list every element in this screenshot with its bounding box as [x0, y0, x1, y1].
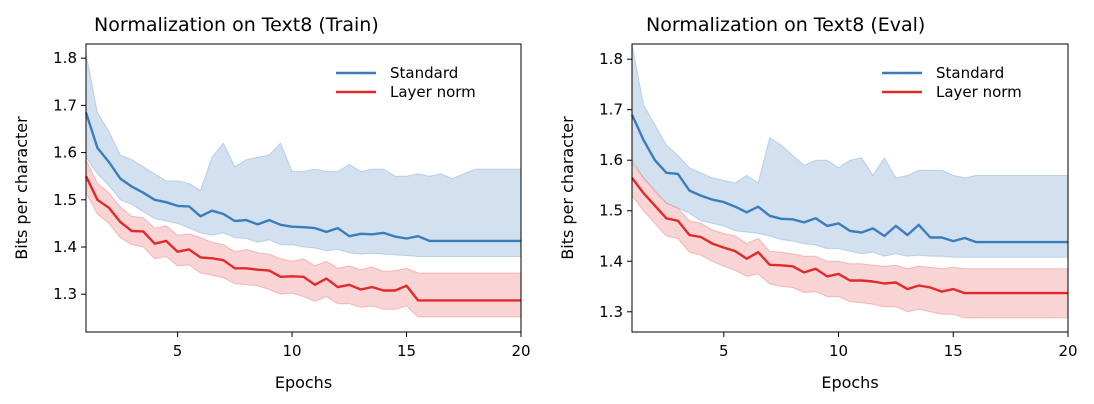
legend-label: Layer norm [936, 83, 1022, 101]
legend-label: Layer norm [390, 83, 476, 101]
x-tick-label: 5 [173, 342, 183, 360]
legend-label: Standard [936, 64, 1004, 82]
x-axis-label: Epochs [275, 373, 332, 392]
y-tick-label: 1.7 [53, 96, 77, 114]
series-line-layer-norm [84, 175, 521, 302]
y-tick-label: 1.5 [53, 191, 77, 209]
x-tick-label: 15 [944, 342, 963, 360]
chart-title: Normalization on Text8 (Eval) [646, 14, 925, 36]
x-tick-label: 20 [511, 342, 530, 360]
y-axis-label: Bits per character [558, 116, 577, 260]
y-tick-label: 1.8 [599, 50, 623, 68]
chart-panel-eval: Normalization on Text8 (Eval) 5 10 15 20 1.3 1… [558, 14, 1078, 392]
x-tick-label: 10 [829, 342, 848, 360]
series-line-layer-norm [631, 177, 1068, 295]
x-tick-label: 5 [719, 342, 729, 360]
y-tick-label: 1.3 [599, 303, 623, 321]
chart-title: Normalization on Text8 (Train) [94, 14, 379, 36]
y-tick-label: 1.3 [53, 285, 77, 303]
plot-frame [631, 43, 1069, 333]
legend-label: Standard [390, 64, 458, 82]
y-tick-label: 1.8 [53, 49, 77, 67]
y-tick-label: 1.6 [53, 144, 77, 162]
y-tick-label: 1.4 [599, 252, 623, 270]
x-tick-label: 20 [1058, 342, 1077, 360]
x-tick-label: 10 [283, 342, 302, 360]
y-tick-label: 1.5 [599, 202, 623, 220]
plot-frame [85, 43, 522, 333]
series-line-standard [84, 112, 521, 243]
y-tick-label: 1.4 [53, 238, 77, 256]
y-axis-label: Bits per character [12, 116, 31, 260]
y-tick-label: 1.6 [599, 151, 623, 169]
chart-panel-train: Normalization on Text8 (Train) 5 10 15 20 1.3… [12, 14, 531, 392]
y-tick-label: 1.7 [599, 101, 623, 119]
x-axis-label: Epochs [821, 373, 878, 392]
series-line-standard [630, 114, 1068, 244]
x-tick-label: 15 [397, 342, 416, 360]
